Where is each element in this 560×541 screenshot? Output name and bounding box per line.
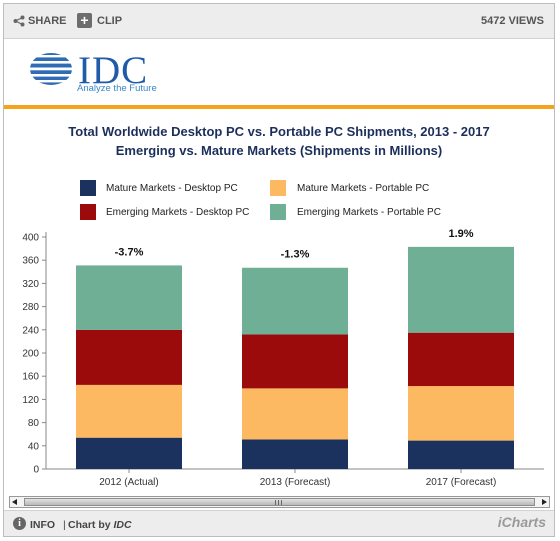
footer-separator: | (63, 519, 66, 531)
horizontal-scrollbar[interactable] (9, 496, 550, 508)
bar-emerging-desktop (408, 332, 514, 387)
chart-title: Total Worldwide Desktop PC vs. Portable … (68, 124, 490, 139)
legend-swatch-emerging-desktop (80, 204, 96, 220)
bar-emerging-portable (76, 265, 182, 330)
info-button[interactable]: INFO (30, 519, 56, 531)
y-tick-label: 240 (22, 325, 39, 336)
top-toolbar: SHARE + CLIP 5472 VIEWS (4, 4, 554, 39)
share-button[interactable]: SHARE (28, 15, 67, 27)
y-tick-label: 120 (22, 395, 39, 406)
header: IDC Analyze the Future (4, 39, 554, 107)
scroll-left-icon[interactable] (12, 499, 17, 505)
logo-tagline: Analyze the Future (77, 83, 157, 94)
y-tick-label: 200 (22, 349, 39, 360)
legend-label-emerging-portable: Emerging Markets - Portable PC (297, 207, 441, 218)
y-tick-label: 280 (22, 302, 39, 313)
scroll-right-icon[interactable] (542, 499, 547, 505)
bar-growth-label: -3.7% (115, 246, 144, 258)
clip-button[interactable]: CLIP (97, 15, 123, 27)
bar-emerging-desktop (242, 334, 348, 389)
chart-by-label: Chart by (68, 519, 111, 531)
bar-mature-desktop (76, 437, 182, 469)
bar-emerging-portable (408, 246, 514, 333)
y-tick-label: 360 (22, 256, 39, 267)
legend-swatch-mature-desktop (80, 180, 96, 196)
bar-growth-label: 1.9% (448, 228, 473, 240)
share-icon[interactable] (13, 15, 25, 27)
y-tick-label: 400 (22, 233, 39, 244)
stacked-bar-chart: 0 40 80 120 160 200 240 280 320 360 400 -3.7% 2012 (… (22, 228, 544, 488)
legend-label-mature-portable: Mature Markets - Portable PC (297, 183, 430, 194)
views-count: 5472 VIEWS (481, 15, 544, 27)
legend-swatch-emerging-portable (270, 204, 286, 220)
chart-credit: Chart by IDC (68, 519, 132, 531)
chart-widget: SHARE + CLIP 5472 VIEWS IDC Analyze the … (3, 3, 555, 537)
bar-mature-portable (76, 384, 182, 438)
chart-by-brand[interactable]: IDC (113, 519, 132, 531)
legend-label-emerging-desktop: Emerging Markets - Desktop PC (106, 207, 250, 218)
legend-label-mature-desktop: Mature Markets - Desktop PC (106, 183, 238, 194)
accent-band (4, 105, 554, 109)
logo-text: IDC (78, 49, 149, 92)
bar-mature-desktop (408, 440, 514, 469)
bar-emerging-portable (242, 267, 348, 335)
bar-mature-portable (408, 386, 514, 441)
chart-subtitle: Emerging vs. Mature Markets (Shipments i… (115, 143, 443, 158)
icharts-logo[interactable]: iCharts (497, 514, 546, 530)
y-tick-label: 160 (22, 372, 39, 383)
x-tick-label: 2017 (Forecast) (426, 477, 497, 488)
y-tick-label: 0 (33, 465, 39, 476)
bar-mature-portable (242, 388, 348, 440)
y-tick-label: 80 (28, 418, 40, 429)
bar-growth-label: -1.3% (281, 249, 310, 261)
bar-emerging-desktop (76, 329, 182, 385)
bar-mature-desktop (242, 439, 348, 469)
info-icon[interactable]: i (13, 517, 26, 530)
x-tick-label: 2013 (Forecast) (260, 477, 331, 488)
bottom-toolbar: i INFO | Chart by IDC iCharts (4, 510, 554, 536)
clip-icon[interactable]: + (77, 13, 92, 28)
globe-icon (28, 53, 74, 85)
legend-swatch-mature-portable (270, 180, 286, 196)
scroll-thumb[interactable] (24, 498, 535, 506)
y-tick-label: 320 (22, 279, 39, 290)
y-tick-label: 40 (28, 441, 40, 452)
x-tick-label: 2012 (Actual) (99, 477, 158, 488)
